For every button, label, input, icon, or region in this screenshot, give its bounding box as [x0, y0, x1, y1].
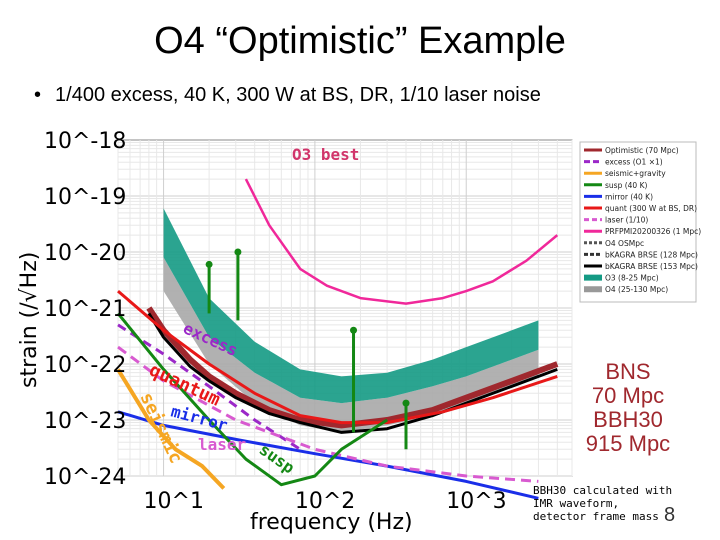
series-line: [116, 368, 226, 490]
legend-entry: laser (1/10): [605, 216, 648, 225]
legend-entry: bKAGRA BRSE (128 Mpc): [605, 250, 698, 259]
legend-entry: O4 OSMpc: [605, 239, 644, 248]
y-tick-label: 10^-19: [44, 185, 126, 210]
legend-entry: bKAGRA BRSE (153 Mpc): [605, 262, 698, 271]
resonance-peak-cap: [402, 399, 410, 407]
legend-entry: O4 (25-130 Mpc): [605, 285, 668, 294]
series-line: [244, 178, 559, 305]
y-tick-label: 10^-20: [44, 241, 126, 266]
bullet-point: • 1/400 excess, 40 K, 300 W at BS, DR, 1/…: [34, 84, 541, 107]
annotation-line: 70 Mpc: [591, 383, 665, 408]
x-tick-label: 10^1: [144, 489, 204, 514]
slide-title: O4 “Optimistic” Example: [154, 20, 566, 62]
bullet-icon: •: [34, 84, 42, 106]
y-tick-label: 10^-21: [44, 297, 126, 322]
resonance-peak-cap: [234, 248, 242, 256]
series-line: [117, 410, 539, 500]
series-line: [117, 323, 302, 451]
legend-entry: Optimistic (70 Mpc): [605, 146, 679, 155]
range-annotation: BNS 70 Mpc BBH30 915 Mpc: [572, 360, 684, 456]
legend-entry: quant (300 W at BS, DR): [605, 204, 697, 213]
y-tick-label: 10^-23: [44, 409, 126, 434]
x-tick-label: 10^2: [295, 489, 355, 514]
y-tick-label: 10^-22: [44, 353, 126, 378]
o3-band: [163, 208, 539, 404]
y-tick-label: 10^-24: [44, 465, 126, 490]
series-line: [146, 306, 559, 429]
legend-entry: seismic+gravity: [605, 169, 666, 178]
legend-entry: susp (40 K): [605, 181, 647, 190]
curve-label: laser: [198, 435, 246, 454]
annotation-line: BNS: [605, 359, 651, 384]
noise-budget-chart: 10^-18 10^-19 10^-20 10^-21 10^-22 10^-23 10^-…: [17, 129, 701, 535]
footnote-line: IMR waveform,: [533, 497, 620, 510]
series-line: [117, 289, 558, 425]
plot-title: O3 best: [292, 145, 359, 164]
legend-entry: mirror (40 K): [605, 192, 653, 201]
series-line: [117, 345, 539, 483]
legend-entry: excess (O1 ×1): [605, 158, 663, 167]
resonance-peak-cap: [350, 326, 358, 334]
legend-entry: PRFPMI20200326 (1 Mpc): [605, 227, 701, 236]
annotation-line: BBH30: [593, 407, 663, 432]
x-tick-label: 10^3: [446, 489, 506, 514]
o4-band: [163, 257, 539, 433]
series-line: [116, 312, 388, 487]
series-line: [147, 312, 558, 434]
resonance-peak-cap: [205, 260, 213, 268]
footnote-line: detector frame mass: [533, 510, 659, 523]
annotation-line: 915 Mpc: [585, 431, 671, 456]
bullet-text: 1/400 excess, 40 K, 300 W at BS, DR, 1/1…: [55, 84, 541, 106]
y-axis-label: strain (/√Hz): [17, 252, 42, 388]
page-number: 8: [664, 504, 676, 526]
legend-entry: O3 (8-25 Mpc): [605, 274, 659, 283]
footnote: BBH30 calculated with IMR waveform, dete…: [533, 484, 672, 523]
y-tick-label: 10^-18: [44, 129, 126, 154]
footnote-line: BBH30 calculated with: [533, 484, 673, 497]
x-axis-label: frequency (Hz): [250, 510, 413, 535]
